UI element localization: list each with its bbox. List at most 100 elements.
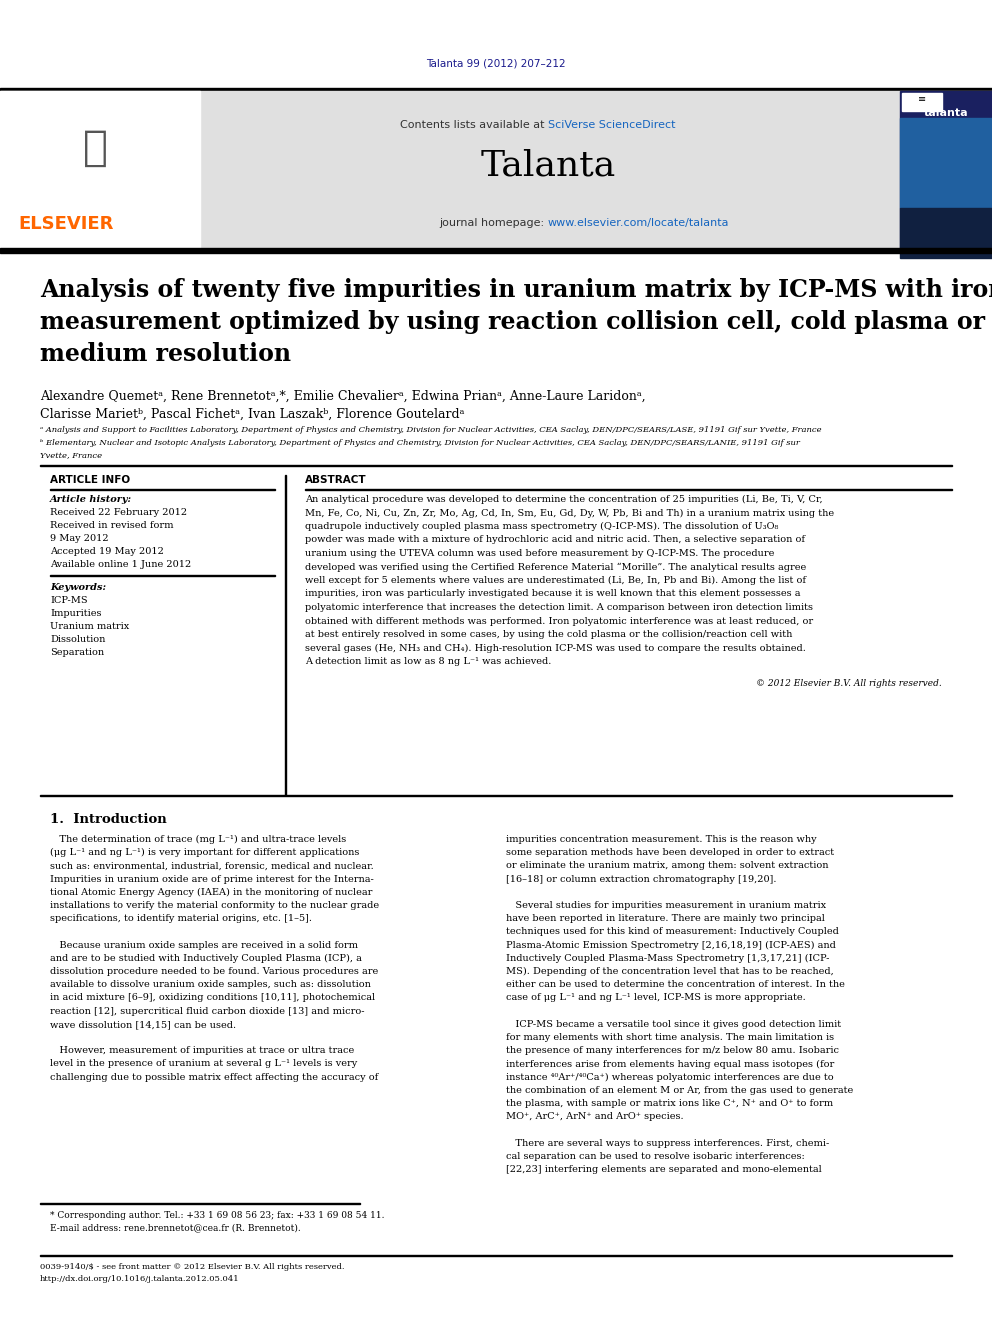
Text: quadrupole inductively coupled plasma mass spectrometry (Q-ICP-MS). The dissolut: quadrupole inductively coupled plasma ma… (305, 523, 779, 531)
Text: Impurities: Impurities (50, 609, 101, 618)
Text: ICP-MS became a versatile tool since it gives good detection limit: ICP-MS became a versatile tool since it … (506, 1020, 841, 1029)
Text: SciVerse ScienceDirect: SciVerse ScienceDirect (548, 120, 676, 130)
Text: ICP-MS: ICP-MS (50, 595, 87, 605)
Text: Received in revised form: Received in revised form (50, 521, 174, 531)
Text: such as: environmental, industrial, forensic, medical and nuclear.: such as: environmental, industrial, fore… (50, 861, 374, 871)
Text: in acid mixture [6–9], oxidizing conditions [10,11], photochemical: in acid mixture [6–9], oxidizing conditi… (50, 994, 375, 1003)
Text: ELSEVIER: ELSEVIER (18, 216, 113, 233)
Text: Contents lists available at: Contents lists available at (400, 120, 548, 130)
Text: Separation: Separation (50, 648, 104, 658)
Bar (0, 89, 992, 91)
Text: Analysis of twenty five impurities in uranium matrix by ICP-MS with iron: Analysis of twenty five impurities in ur… (40, 278, 992, 302)
Text: Several studies for impurities measurement in uranium matrix: Several studies for impurities measureme… (506, 901, 826, 910)
Text: 9 May 2012: 9 May 2012 (50, 534, 109, 542)
Bar (902, 93, 942, 111)
Text: and are to be studied with Inductively Coupled Plasma (ICP), a: and are to be studied with Inductively C… (50, 954, 362, 963)
Text: obtained with different methods was performed. Iron polyatomic interference was : obtained with different methods was perf… (305, 617, 813, 626)
Text: reaction [12], supercritical fluid carbon dioxide [13] and micro-: reaction [12], supercritical fluid carbo… (50, 1007, 364, 1016)
Bar (0, 247, 992, 253)
Text: several gases (He, NH₃ and CH₄). High-resolution ICP-MS was used to compare the : several gases (He, NH₃ and CH₄). High-re… (305, 643, 806, 652)
Text: Talanta: Talanta (480, 148, 616, 183)
Text: the combination of an element M or Ar, from the gas used to generate: the combination of an element M or Ar, f… (506, 1086, 853, 1095)
Text: polyatomic interference that increases the detection limit. A comparison between: polyatomic interference that increases t… (305, 603, 813, 613)
Text: the presence of many interferences for m/z below 80 amu. Isobaric: the presence of many interferences for m… (506, 1046, 839, 1056)
Text: talanta: talanta (924, 108, 968, 118)
Text: ≡: ≡ (918, 94, 927, 105)
Text: available to dissolve uranium oxide samples, such as: dissolution: available to dissolve uranium oxide samp… (50, 980, 371, 990)
Text: 1.  Introduction: 1. Introduction (50, 814, 167, 826)
Text: www.elsevier.com/locate/talanta: www.elsevier.com/locate/talanta (548, 218, 729, 228)
Text: An analytical procedure was developed to determine the concentration of 25 impur: An analytical procedure was developed to… (305, 495, 822, 504)
Text: http://dx.doi.org/10.1016/j.talanta.2012.05.041: http://dx.doi.org/10.1016/j.talanta.2012… (40, 1275, 240, 1283)
Text: the plasma, with sample or matrix ions like C⁺, N⁺ and O⁺ to form: the plasma, with sample or matrix ions l… (506, 1099, 833, 1107)
Text: wave dissolution [14,15] can be used.: wave dissolution [14,15] can be used. (50, 1020, 236, 1029)
Text: E-mail address: rene.brennetot@cea.fr (R. Brennetot).: E-mail address: rene.brennetot@cea.fr (R… (50, 1222, 301, 1232)
Text: tional Atomic Energy Agency (IAEA) in the monitoring of nuclear: tional Atomic Energy Agency (IAEA) in th… (50, 888, 372, 897)
Text: case of μg L⁻¹ and ng L⁻¹ level, ICP-MS is more appropriate.: case of μg L⁻¹ and ng L⁻¹ level, ICP-MS … (506, 994, 806, 1003)
Bar (0, 91, 992, 247)
Text: Yvette, France: Yvette, France (40, 452, 102, 460)
Text: impurities, iron was particularly investigated because it is well known that thi: impurities, iron was particularly invest… (305, 590, 801, 598)
Text: for many elements with short time analysis. The main limitation is: for many elements with short time analys… (506, 1033, 834, 1043)
Text: Talanta 99 (2012) 207–212: Talanta 99 (2012) 207–212 (427, 58, 565, 67)
Text: Inductively Coupled Plasma-Mass Spectrometry [1,3,17,21] (ICP-: Inductively Coupled Plasma-Mass Spectrom… (506, 954, 829, 963)
Text: ARTICLE INFO: ARTICLE INFO (50, 475, 130, 486)
Text: well except for 5 elements where values are underestimated (Li, Be, In, Pb and B: well except for 5 elements where values … (305, 576, 806, 585)
Text: developed was verified using the Certified Reference Material “Morille”. The ana: developed was verified using the Certifi… (305, 562, 806, 572)
Text: challenging due to possible matrix effect affecting the accuracy of: challenging due to possible matrix effec… (50, 1073, 378, 1082)
Text: Mn, Fe, Co, Ni, Cu, Zn, Zr, Mo, Ag, Cd, In, Sm, Eu, Gd, Dy, W, Pb, Bi and Th) in: Mn, Fe, Co, Ni, Cu, Zn, Zr, Mo, Ag, Cd, … (305, 508, 834, 517)
Text: measurement optimized by using reaction collision cell, cold plasma or: measurement optimized by using reaction … (40, 310, 985, 333)
Text: MS). Depending of the concentration level that has to be reached,: MS). Depending of the concentration leve… (506, 967, 833, 976)
Text: Because uranium oxide samples are received in a solid form: Because uranium oxide samples are receiv… (50, 941, 358, 950)
Text: ABSTRACT: ABSTRACT (305, 475, 367, 486)
Text: installations to verify the material conformity to the nuclear grade: installations to verify the material con… (50, 901, 379, 910)
Text: have been reported in literature. There are mainly two principal: have been reported in literature. There … (506, 914, 825, 923)
Text: some separation methods have been developed in order to extract: some separation methods have been develo… (506, 848, 834, 857)
Text: cal separation can be used to resolve isobaric interferences:: cal separation can be used to resolve is… (506, 1152, 805, 1160)
Text: 🌳: 🌳 (82, 127, 107, 169)
Text: © 2012 Elsevier B.V. All rights reserved.: © 2012 Elsevier B.V. All rights reserved… (756, 679, 942, 688)
Text: specifications, to identify material origins, etc. [1–5].: specifications, to identify material ori… (50, 914, 312, 923)
Text: techniques used for this kind of measurement: Inductively Coupled: techniques used for this kind of measure… (506, 927, 839, 937)
Text: impurities concentration measurement. This is the reason why: impurities concentration measurement. Th… (506, 835, 816, 844)
Text: Uranium matrix: Uranium matrix (50, 622, 129, 631)
Text: A detection limit as low as 8 ng L⁻¹ was achieved.: A detection limit as low as 8 ng L⁻¹ was… (305, 658, 552, 665)
Text: at best entirely resolved in some cases, by using the cold plasma or the collisi: at best entirely resolved in some cases,… (305, 630, 793, 639)
Text: journal homepage:: journal homepage: (439, 218, 548, 228)
Text: interferences arise from elements having equal mass isotopes (for: interferences arise from elements having… (506, 1060, 834, 1069)
Bar (900, 91, 992, 247)
Text: There are several ways to suppress interferences. First, chemi-: There are several ways to suppress inter… (506, 1139, 829, 1147)
Text: level in the presence of uranium at several g L⁻¹ levels is very: level in the presence of uranium at seve… (50, 1060, 357, 1069)
Text: * Corresponding author. Tel.: +33 1 69 08 56 23; fax: +33 1 69 08 54 11.: * Corresponding author. Tel.: +33 1 69 0… (50, 1211, 385, 1220)
Text: either can be used to determine the concentration of interest. In the: either can be used to determine the conc… (506, 980, 845, 990)
Bar (18, 97, 168, 206)
Text: Clarisse Marietᵇ, Pascal Fichetᵃ, Ivan Laszakᵇ, Florence Goutelardᵃ: Clarisse Marietᵇ, Pascal Fichetᵃ, Ivan L… (40, 407, 464, 421)
Text: The determination of trace (mg L⁻¹) and ultra-trace levels: The determination of trace (mg L⁻¹) and … (50, 835, 346, 844)
Text: uranium using the UTEVA column was used before measurement by Q-ICP-MS. The proc: uranium using the UTEVA column was used … (305, 549, 775, 558)
Text: Article history:: Article history: (50, 495, 132, 504)
Text: or eliminate the uranium matrix, among them: solvent extraction: or eliminate the uranium matrix, among t… (506, 861, 828, 871)
Text: Plasma-Atomic Emission Spectrometry [2,16,18,19] (ICP-AES) and: Plasma-Atomic Emission Spectrometry [2,1… (506, 941, 836, 950)
Text: Impurities in uranium oxide are of prime interest for the Interna-: Impurities in uranium oxide are of prime… (50, 875, 374, 884)
Text: instance ⁴⁰Ar⁺/⁴⁰Ca⁺) whereas polyatomic interferences are due to: instance ⁴⁰Ar⁺/⁴⁰Ca⁺) whereas polyatomic… (506, 1073, 833, 1082)
Text: [22,23] interfering elements are separated and mono-elemental: [22,23] interfering elements are separat… (506, 1166, 821, 1174)
Text: Accepted 19 May 2012: Accepted 19 May 2012 (50, 546, 164, 556)
Text: Available online 1 June 2012: Available online 1 June 2012 (50, 560, 191, 569)
Bar (900, 118, 992, 208)
Text: Keywords:: Keywords: (50, 583, 106, 591)
Text: Dissolution: Dissolution (50, 635, 105, 644)
Bar (0, 91, 200, 247)
Text: medium resolution: medium resolution (40, 343, 291, 366)
Text: [16–18] or column extraction chromatography [19,20].: [16–18] or column extraction chromatogra… (506, 875, 777, 884)
Text: (μg L⁻¹ and ng L⁻¹) is very important for different applications: (μg L⁻¹ and ng L⁻¹) is very important fo… (50, 848, 359, 857)
Text: ᵃ Analysis and Support to Facilities Laboratory, Department of Physics and Chemi: ᵃ Analysis and Support to Facilities Lab… (40, 426, 821, 434)
Text: Received 22 February 2012: Received 22 February 2012 (50, 508, 187, 517)
Text: powder was made with a mixture of hydrochloric acid and nitric acid. Then, a sel: powder was made with a mixture of hydroc… (305, 536, 805, 545)
Text: 0039-9140/$ - see front matter © 2012 Elsevier B.V. All rights reserved.: 0039-9140/$ - see front matter © 2012 El… (40, 1263, 344, 1271)
Text: dissolution procedure needed to be found. Various procedures are: dissolution procedure needed to be found… (50, 967, 378, 976)
Text: However, measurement of impurities at trace or ultra trace: However, measurement of impurities at tr… (50, 1046, 354, 1056)
Text: Alexandre Quemetᵃ, Rene Brennetotᵃ,*, Emilie Chevalierᵃ, Edwina Prianᵃ, Anne-Lau: Alexandre Quemetᵃ, Rene Brennetotᵃ,*, Em… (40, 390, 646, 404)
Text: MO⁺, ArC⁺, ArN⁺ and ArO⁺ species.: MO⁺, ArC⁺, ArN⁺ and ArO⁺ species. (506, 1113, 683, 1121)
Text: ᵇ Elementary, Nuclear and Isotopic Analysis Laboratory, Department of Physics an: ᵇ Elementary, Nuclear and Isotopic Analy… (40, 439, 800, 447)
Bar (900, 208, 992, 258)
